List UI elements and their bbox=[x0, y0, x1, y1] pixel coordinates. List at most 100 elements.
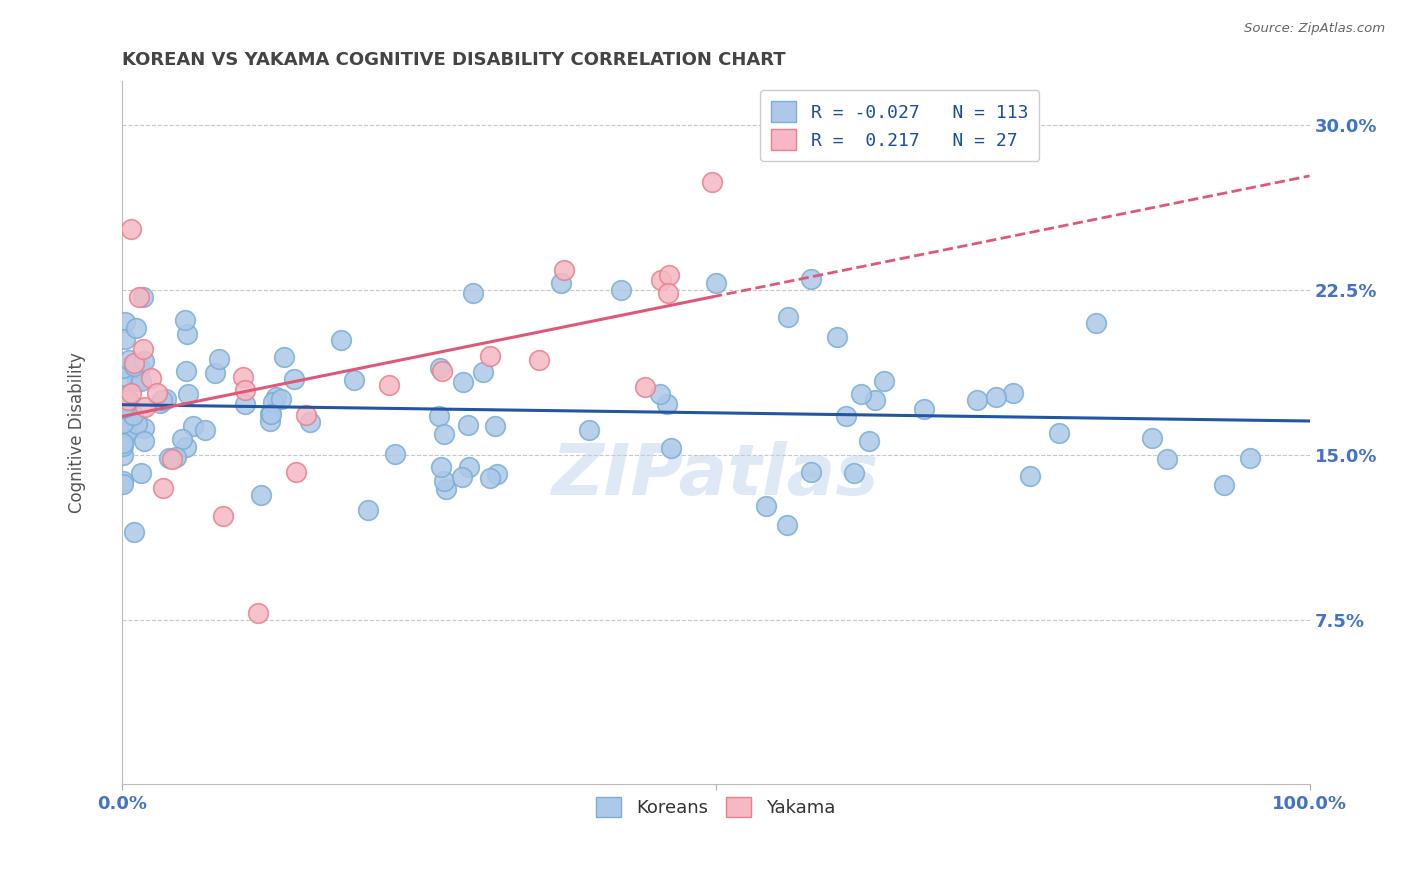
Point bbox=[111, 474, 134, 488]
Point bbox=[270, 392, 292, 407]
Point bbox=[657, 286, 679, 301]
Point bbox=[155, 392, 177, 407]
Point bbox=[433, 474, 456, 488]
Text: ZIPatlas: ZIPatlas bbox=[553, 441, 879, 509]
Point bbox=[111, 435, 134, 450]
Point bbox=[114, 393, 136, 408]
Point bbox=[285, 466, 308, 480]
Point bbox=[330, 333, 353, 347]
Point bbox=[112, 402, 135, 417]
Point bbox=[111, 400, 134, 414]
Point bbox=[176, 386, 198, 401]
Point bbox=[250, 488, 273, 502]
Point bbox=[357, 503, 380, 517]
Point bbox=[111, 439, 134, 453]
Point bbox=[259, 414, 281, 428]
Point bbox=[141, 371, 163, 385]
Point bbox=[463, 285, 485, 300]
Point bbox=[451, 470, 474, 484]
Point bbox=[149, 396, 172, 410]
Point bbox=[427, 409, 450, 424]
Point bbox=[458, 460, 481, 475]
Point bbox=[111, 401, 134, 415]
Point bbox=[121, 409, 143, 423]
Point bbox=[1156, 452, 1178, 467]
Point bbox=[609, 283, 631, 297]
Point bbox=[457, 418, 479, 433]
Point bbox=[844, 467, 866, 481]
Point bbox=[132, 343, 155, 357]
Point bbox=[343, 373, 366, 387]
Text: Cognitive Disability: Cognitive Disability bbox=[67, 352, 86, 513]
Point bbox=[111, 416, 134, 430]
Point bbox=[986, 390, 1008, 404]
Point bbox=[273, 350, 295, 364]
Point bbox=[434, 482, 457, 496]
Point bbox=[658, 268, 681, 282]
Point bbox=[800, 466, 823, 480]
Point bbox=[294, 409, 316, 423]
Point bbox=[849, 387, 872, 401]
Point bbox=[120, 221, 142, 235]
Point bbox=[700, 176, 723, 190]
Point bbox=[111, 432, 134, 446]
Point bbox=[152, 393, 174, 408]
Legend: Koreans, Yakama: Koreans, Yakama bbox=[589, 789, 842, 824]
Point bbox=[194, 423, 217, 437]
Point bbox=[129, 375, 152, 389]
Point bbox=[1239, 451, 1261, 466]
Point bbox=[111, 388, 134, 402]
Point bbox=[118, 352, 141, 367]
Point bbox=[1047, 426, 1070, 441]
Point bbox=[117, 392, 139, 407]
Text: KOREAN VS YAKAMA COGNITIVE DISABILITY CORRELATION CHART: KOREAN VS YAKAMA COGNITIVE DISABILITY CO… bbox=[122, 51, 786, 69]
Point bbox=[132, 354, 155, 368]
Point bbox=[484, 419, 506, 434]
Point bbox=[125, 321, 148, 335]
Point bbox=[835, 409, 858, 423]
Point bbox=[283, 372, 305, 386]
Point bbox=[128, 290, 150, 304]
Point bbox=[247, 606, 270, 620]
Point bbox=[174, 440, 197, 454]
Point bbox=[124, 359, 146, 374]
Point bbox=[181, 418, 204, 433]
Point bbox=[478, 471, 501, 485]
Point bbox=[165, 450, 187, 465]
Point bbox=[204, 366, 226, 380]
Point bbox=[966, 392, 988, 407]
Point bbox=[157, 450, 180, 465]
Point bbox=[122, 524, 145, 539]
Point bbox=[378, 377, 401, 392]
Point bbox=[527, 353, 550, 368]
Text: Source: ZipAtlas.com: Source: ZipAtlas.com bbox=[1244, 22, 1385, 36]
Point bbox=[650, 273, 672, 287]
Point bbox=[873, 374, 896, 388]
Point bbox=[174, 364, 197, 378]
Point bbox=[128, 361, 150, 376]
Point bbox=[384, 447, 406, 461]
Point bbox=[111, 369, 134, 384]
Point bbox=[122, 421, 145, 435]
Point bbox=[120, 386, 142, 401]
Point bbox=[129, 466, 152, 480]
Point bbox=[1001, 386, 1024, 401]
Point bbox=[657, 397, 679, 411]
Point bbox=[299, 415, 322, 429]
Point bbox=[114, 332, 136, 346]
Point bbox=[259, 407, 281, 421]
Point bbox=[233, 397, 256, 411]
Point bbox=[131, 290, 153, 304]
Point bbox=[160, 452, 183, 467]
Point bbox=[432, 364, 454, 378]
Point bbox=[111, 448, 134, 462]
Point bbox=[172, 432, 194, 446]
Point bbox=[260, 407, 283, 421]
Point bbox=[231, 370, 253, 384]
Point bbox=[117, 425, 139, 439]
Point bbox=[134, 400, 156, 414]
Point bbox=[111, 477, 134, 491]
Point bbox=[127, 375, 149, 389]
Point bbox=[117, 407, 139, 421]
Point bbox=[146, 386, 169, 401]
